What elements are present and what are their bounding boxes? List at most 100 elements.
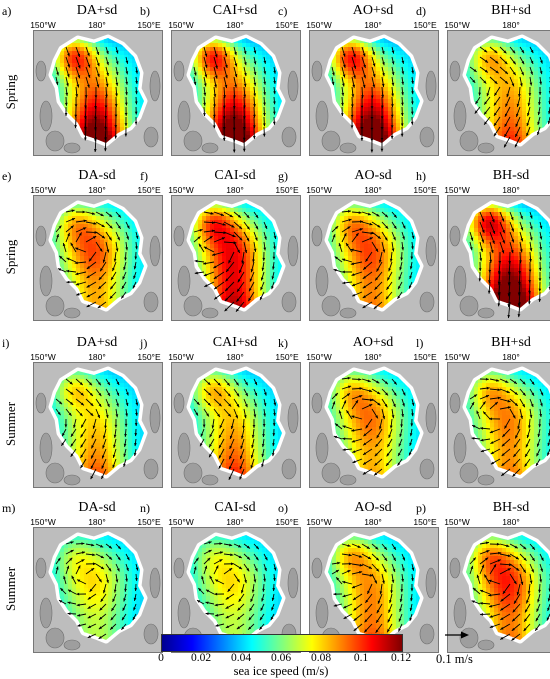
longitude-tick-label: 150°W: [168, 517, 194, 527]
ice-speed-field: [311, 531, 437, 651]
arctic-map: [171, 30, 301, 156]
longitude-tick-label: 180°: [364, 352, 382, 362]
season-row-label: Summer: [3, 401, 18, 447]
longitude-tick-label: 180°: [364, 20, 382, 30]
longitude-tick-label: 180°: [502, 517, 520, 527]
longitude-tick-label: 180°: [364, 185, 382, 195]
panel-label: c): [278, 4, 288, 18]
velocity-arrows: [55, 46, 139, 153]
arctic-map: [33, 362, 163, 488]
longitude-tick-label: 150°W: [30, 517, 56, 527]
longitude-tick-label: 180°: [88, 185, 106, 195]
panel-title: DA-sd: [78, 500, 116, 515]
panel-label: a): [2, 4, 12, 18]
ice-speed-field: [311, 34, 437, 154]
longitude-tick-label: 180°: [502, 185, 520, 195]
colorbar-tick-label: 0.02: [190, 652, 212, 664]
colorbar-tick-label: 0.06: [270, 652, 292, 664]
longitude-tick-label: 150°E: [413, 517, 437, 527]
panel-label: g): [278, 169, 288, 183]
season-row-label: Spring: [3, 239, 18, 275]
colorbar-tick-label: 0.12: [390, 652, 412, 664]
arctic-map: [447, 30, 550, 156]
panel-title: AO-sd: [354, 500, 392, 515]
velocity-arrows: [331, 209, 415, 310]
panel-title: BH-sd: [492, 168, 530, 183]
longitude-tick-label: 150°W: [444, 517, 470, 527]
arctic-map: [33, 195, 163, 321]
panel-title: CAI-sd: [214, 168, 256, 183]
ice-speed-field: [173, 199, 299, 319]
panel-title: DA-sd: [78, 168, 116, 183]
season-row-label: Summer: [3, 566, 18, 612]
arctic-map: [447, 195, 550, 321]
ice-speed-field: [35, 531, 161, 651]
arctic-map: [33, 30, 163, 156]
colorbar-tick-label: 0.1: [353, 652, 369, 664]
longitude-tick-label: 150°E: [275, 352, 299, 362]
panel-label: m): [2, 501, 16, 515]
longitude-tick-label: 150°E: [275, 185, 299, 195]
ice-speed-field: [449, 366, 550, 486]
longitude-tick-label: 150°W: [168, 20, 194, 30]
season-row-label: Spring: [3, 74, 18, 110]
velocity-arrows: [331, 376, 415, 476]
colorbar-tick-label: 0: [158, 652, 164, 664]
reference-vector-label: 0.1 m/s: [436, 652, 473, 666]
ice-speed-field: [35, 34, 161, 154]
longitude-tick-label: 150°E: [137, 20, 161, 30]
longitude-tick-label: 180°: [88, 517, 106, 527]
longitude-tick-label: 150°W: [168, 352, 194, 362]
longitude-tick-label: 150°W: [306, 352, 332, 362]
panel-label: o): [278, 501, 288, 515]
panel-label: l): [416, 336, 424, 350]
longitude-tick-label: 150°W: [30, 352, 56, 362]
panel-label: d): [416, 4, 426, 18]
ice-speed-field: [35, 199, 161, 319]
arctic-map: [309, 195, 439, 321]
colorbar: [161, 634, 403, 652]
ice-speed-field: [449, 199, 550, 319]
longitude-tick-label: 150°W: [444, 185, 470, 195]
velocity-arrows: [55, 209, 139, 309]
velocity-arrows: [331, 46, 415, 153]
velocity-arrows: [193, 211, 277, 312]
velocity-arrows: [193, 378, 277, 481]
longitude-tick-label: 150°W: [444, 20, 470, 30]
panel-label: i): [2, 336, 10, 350]
ice-speed-field: [311, 366, 437, 486]
longitude-tick-label: 180°: [364, 517, 382, 527]
longitude-tick-label: 180°: [88, 20, 106, 30]
colorbar-title: sea ice speed (m/s): [233, 664, 329, 678]
longitude-tick-label: 150°W: [306, 185, 332, 195]
panel-title: CAI+sd: [212, 3, 258, 18]
velocity-arrows: [193, 46, 277, 153]
panel-label: b): [140, 4, 150, 18]
velocity-arrows: [55, 541, 139, 640]
panel-label: n): [140, 501, 150, 515]
ice-speed-field: [311, 199, 437, 319]
longitude-tick-label: 180°: [226, 185, 244, 195]
longitude-tick-label: 150°E: [275, 20, 299, 30]
longitude-tick-label: 150°W: [30, 20, 56, 30]
velocity-arrows: [469, 46, 550, 148]
longitude-tick-label: 150°E: [275, 517, 299, 527]
panel-title: AO+sd: [352, 3, 394, 18]
arctic-map: [171, 195, 301, 321]
arctic-map: [447, 527, 550, 653]
ice-speed-field: [35, 366, 161, 486]
longitude-tick-label: 150°E: [137, 185, 161, 195]
panel-label: h): [416, 169, 426, 183]
panel-title: CAI+sd: [212, 335, 258, 350]
longitude-tick-label: 180°: [226, 352, 244, 362]
panel-label: f): [140, 169, 148, 183]
arctic-map: [33, 527, 163, 653]
longitude-tick-label: 150°W: [306, 517, 332, 527]
panel-label: k): [278, 336, 288, 350]
panel-label: p): [416, 501, 426, 515]
ice-speed-field: [173, 34, 299, 154]
longitude-tick-label: 150°E: [137, 517, 161, 527]
panel-label: j): [140, 336, 148, 350]
reference-arrow-icon: [445, 631, 469, 639]
arctic-map: [447, 362, 550, 488]
